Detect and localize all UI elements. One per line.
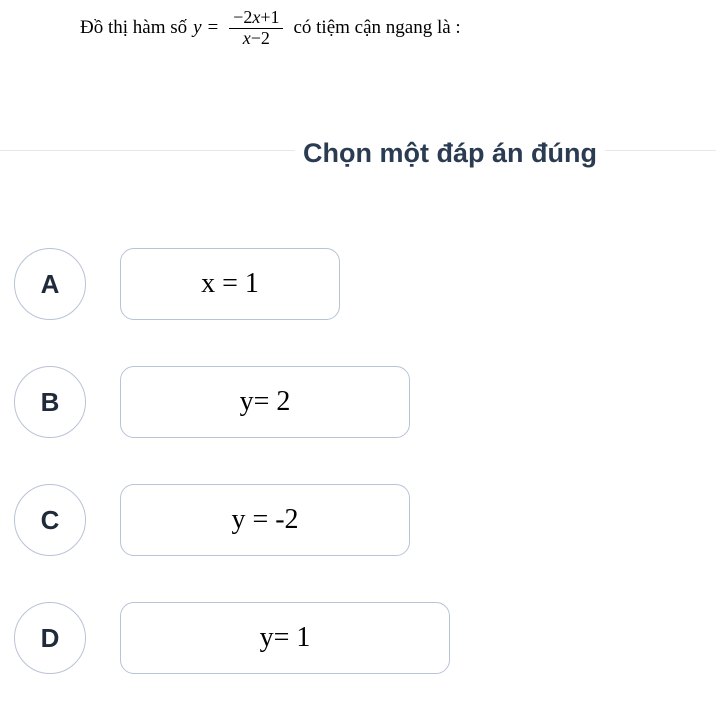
question-text: Đồ thị hàm số y = −2x+1 x−2 có tiệm cận … — [80, 8, 461, 49]
option-answer-text: y= 1 — [260, 622, 311, 654]
option-b[interactable]: B y= 2 — [0, 366, 716, 438]
option-answer-text: y= 2 — [240, 386, 291, 418]
instruction-heading: Chọn một đáp án đúng — [295, 138, 605, 169]
option-letter: D — [41, 623, 60, 654]
option-letter-circle: A — [14, 248, 86, 320]
option-letter-circle: B — [14, 366, 86, 438]
option-c[interactable]: C y = -2 — [0, 484, 716, 556]
option-answer-box: y = -2 — [120, 484, 410, 556]
option-letter: B — [41, 387, 60, 418]
option-letter: A — [41, 269, 60, 300]
option-answer-text: x = 1 — [201, 268, 259, 300]
question-suffix: có tiệm cận ngang là : — [293, 17, 460, 39]
question-prefix: Đồ thị hàm số — [80, 17, 187, 39]
fraction-numerator: −2x+1 — [229, 8, 283, 29]
options-container: A x = 1 B y= 2 C y = -2 D y= 1 — [0, 248, 716, 720]
option-answer-box: y= 2 — [120, 366, 410, 438]
option-answer-text: y = -2 — [231, 504, 298, 536]
option-letter-circle: C — [14, 484, 86, 556]
option-letter: C — [41, 505, 60, 536]
option-letter-circle: D — [14, 602, 86, 674]
fraction-denominator: x−2 — [239, 29, 274, 49]
question-fraction: −2x+1 x−2 — [229, 8, 283, 49]
option-d[interactable]: D y= 1 — [0, 602, 716, 674]
option-a[interactable]: A x = 1 — [0, 248, 716, 320]
question-y-equals: y = — [193, 17, 219, 39]
option-answer-box: y= 1 — [120, 602, 450, 674]
option-answer-box: x = 1 — [120, 248, 340, 320]
